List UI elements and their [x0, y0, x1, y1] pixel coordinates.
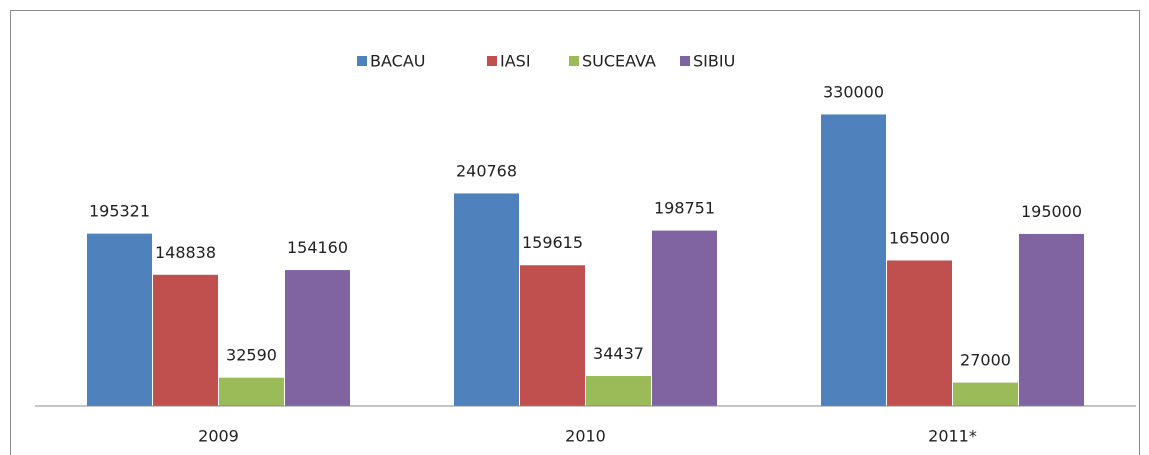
data-label: 240768	[456, 161, 517, 180]
data-label: 330000	[823, 82, 884, 101]
data-label: 34437	[593, 344, 644, 363]
bar	[86, 232, 153, 407]
data-label: 148838	[155, 243, 216, 262]
bar	[585, 375, 652, 407]
bar	[820, 113, 887, 407]
data-label: 154160	[287, 238, 348, 257]
bar	[284, 269, 351, 407]
bar	[519, 264, 586, 407]
bar	[886, 259, 953, 407]
bar	[453, 192, 520, 407]
data-label: 195000	[1021, 202, 1082, 221]
data-label: 27000	[960, 351, 1011, 370]
legend-swatch	[680, 56, 690, 66]
bar	[218, 376, 285, 407]
bar	[651, 229, 718, 407]
legend-label: SUCEAVA	[582, 52, 656, 71]
bar	[152, 273, 219, 407]
x-tick-label: 2011*	[928, 427, 977, 446]
data-label: 165000	[889, 228, 950, 247]
x-tick-label: 2010	[565, 427, 606, 446]
data-label: 198751	[654, 199, 715, 218]
data-label: 159615	[522, 233, 583, 252]
data-label: 32590	[226, 346, 277, 365]
legend-label: SIBIU	[693, 52, 735, 71]
legend-swatch	[487, 56, 497, 66]
legend-label: IASI	[500, 52, 531, 71]
bar	[952, 381, 1019, 407]
legend-label: BACAU	[370, 52, 425, 71]
data-label: 195321	[89, 202, 150, 221]
legend-swatch	[357, 56, 367, 66]
legend-swatch	[569, 56, 579, 66]
bar	[1018, 232, 1085, 407]
x-tick-label: 2009	[198, 427, 239, 446]
